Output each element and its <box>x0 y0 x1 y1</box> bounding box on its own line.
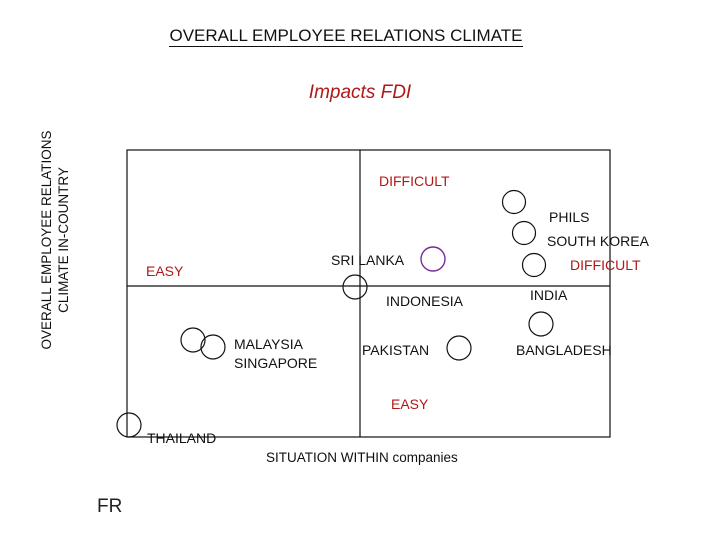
marker-malaysia <box>180 327 206 353</box>
label-easy-bottom: EASY <box>391 396 429 412</box>
x-axis-label: SITUATION WITHIN companies <box>266 450 458 465</box>
label-bangladesh: BANGLADESH <box>516 342 612 358</box>
label-thailand: THAILAND <box>147 430 217 446</box>
label-india: INDIA <box>530 287 568 303</box>
marker-difficult-right <box>521 252 547 278</box>
marker-pakistan <box>446 335 472 361</box>
page-title: OVERALL EMPLOYEE RELATIONS CLIMATE <box>169 26 523 47</box>
label-sri-lanka: SRI LANKA <box>331 252 405 268</box>
quadrant-frame <box>126 149 611 438</box>
footer-initials: FR <box>97 496 123 517</box>
marker-thailand <box>116 412 142 438</box>
label-indonesia: INDONESIA <box>386 293 464 309</box>
marker-phils <box>501 189 527 215</box>
label-phils: PHILS <box>549 209 590 225</box>
label-south-korea: SOUTH KOREA <box>547 233 649 249</box>
label-difficult-top: DIFFICULT <box>379 173 450 189</box>
marker-south-korea <box>511 220 537 246</box>
marker-sri-lanka <box>420 246 446 272</box>
marker-india <box>528 311 554 337</box>
label-singapore: SINGAPORE <box>234 355 318 371</box>
marker-sri-lanka-center <box>342 274 368 300</box>
label-pakistan: PAKISTAN <box>362 342 430 358</box>
label-malaysia: MALAYSIA <box>234 336 303 352</box>
subtitle: Impacts FDI <box>308 82 412 103</box>
label-easy-left: EASY <box>146 263 184 279</box>
marker-singapore <box>200 334 226 360</box>
label-difficult-right: DIFFICULT <box>570 257 641 273</box>
